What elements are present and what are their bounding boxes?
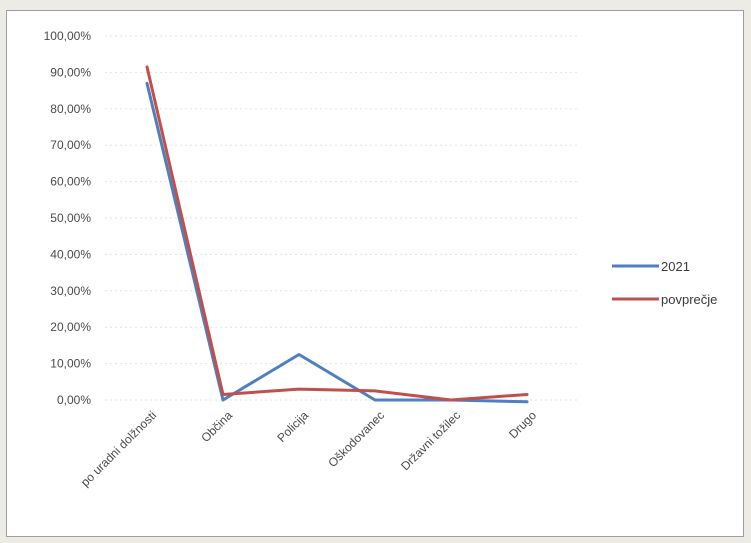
x-category-label: Drugo bbox=[506, 408, 539, 441]
line-chart: 0,00% 10,00% 20,00% 30,00% 40,00% 50,00% 60,00… bbox=[7, 11, 745, 538]
y-tick-label: 100,00% bbox=[44, 29, 92, 43]
y-tick-label: 0,00% bbox=[57, 393, 91, 407]
x-axis-category-labels: po uradni dolžnosti Občina Policija Oškodov… bbox=[78, 408, 539, 489]
legend-label: 2021 bbox=[661, 259, 690, 274]
x-category-label: Državni tožilec bbox=[398, 408, 463, 473]
legend: 2021 povprečje bbox=[612, 259, 717, 307]
x-category-label: po uradni dolžnosti bbox=[78, 408, 159, 489]
gridlines bbox=[105, 36, 577, 400]
series-lines bbox=[147, 67, 527, 402]
series-line-1 bbox=[147, 67, 527, 400]
legend-label: povprečje bbox=[661, 292, 717, 307]
y-tick-label: 50,00% bbox=[50, 211, 91, 225]
y-axis-tick-labels: 0,00% 10,00% 20,00% 30,00% 40,00% 50,00% 60,00… bbox=[44, 29, 92, 407]
y-tick-label: 70,00% bbox=[50, 138, 91, 152]
y-tick-label: 10,00% bbox=[50, 357, 91, 371]
x-category-label: Oškodovanec bbox=[325, 408, 387, 470]
chart-frame: 0,00% 10,00% 20,00% 30,00% 40,00% 50,00% 60,00… bbox=[6, 10, 744, 537]
series-line-0 bbox=[147, 83, 527, 402]
x-category-label: Policija bbox=[274, 408, 311, 445]
y-tick-label: 90,00% bbox=[50, 65, 91, 79]
y-tick-label: 80,00% bbox=[50, 102, 91, 116]
y-tick-label: 40,00% bbox=[50, 247, 91, 261]
x-category-label: Občina bbox=[198, 408, 235, 445]
y-tick-label: 20,00% bbox=[50, 320, 91, 334]
y-tick-label: 30,00% bbox=[50, 284, 91, 298]
y-tick-label: 60,00% bbox=[50, 175, 91, 189]
